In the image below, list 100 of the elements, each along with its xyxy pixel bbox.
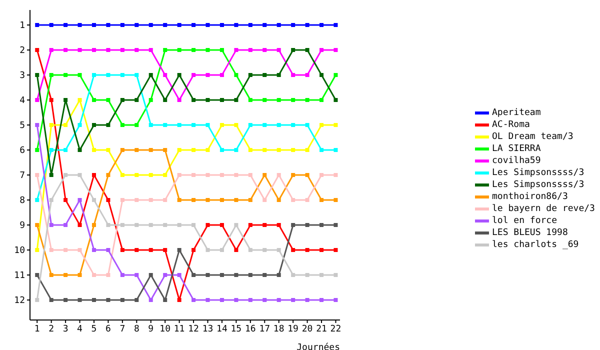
point bbox=[148, 198, 153, 202]
point bbox=[120, 73, 124, 77]
point bbox=[78, 248, 82, 252]
point bbox=[276, 173, 281, 177]
legend-label: OL Dream team/3 bbox=[492, 131, 574, 143]
point bbox=[49, 273, 54, 277]
point bbox=[35, 173, 40, 177]
y-tick-label: 2 bbox=[20, 46, 25, 56]
point bbox=[320, 273, 324, 277]
legend-label: covilha59 bbox=[492, 155, 541, 167]
point bbox=[120, 173, 124, 177]
point bbox=[35, 123, 40, 127]
point bbox=[334, 23, 338, 27]
point bbox=[276, 73, 281, 77]
point bbox=[276, 273, 281, 277]
point bbox=[320, 148, 324, 152]
point bbox=[192, 73, 196, 77]
point bbox=[220, 98, 224, 102]
point bbox=[163, 73, 168, 77]
point bbox=[248, 248, 252, 252]
point bbox=[106, 273, 110, 277]
point bbox=[276, 123, 281, 127]
point bbox=[291, 173, 296, 177]
point bbox=[276, 223, 281, 227]
point bbox=[291, 123, 296, 127]
point bbox=[148, 298, 153, 302]
point bbox=[35, 198, 40, 202]
point bbox=[163, 248, 168, 252]
y-tick-label: 5 bbox=[20, 121, 25, 132]
point bbox=[262, 223, 267, 227]
point bbox=[163, 298, 168, 302]
point bbox=[120, 248, 124, 252]
point bbox=[106, 298, 110, 302]
point bbox=[35, 223, 40, 227]
point bbox=[206, 198, 210, 202]
point bbox=[64, 173, 68, 177]
point bbox=[320, 173, 324, 177]
point bbox=[248, 23, 252, 27]
point bbox=[192, 248, 196, 252]
point bbox=[320, 73, 324, 77]
point bbox=[106, 198, 110, 202]
y-tick-label: 3 bbox=[20, 71, 25, 82]
point bbox=[64, 248, 68, 252]
point bbox=[64, 273, 68, 277]
legend-label: le bayern de reve/3 bbox=[492, 203, 595, 215]
point bbox=[192, 148, 196, 152]
x-tick-label: 15 bbox=[230, 324, 242, 334]
point bbox=[334, 223, 338, 227]
point bbox=[291, 98, 296, 102]
point bbox=[262, 98, 267, 102]
point bbox=[234, 48, 238, 52]
x-tick-label: 11 bbox=[174, 324, 185, 334]
point bbox=[49, 298, 54, 302]
point bbox=[276, 98, 281, 102]
point bbox=[192, 23, 196, 27]
x-tick-label: 18 bbox=[273, 324, 284, 334]
point bbox=[106, 98, 110, 102]
point bbox=[305, 48, 310, 52]
point bbox=[134, 173, 139, 177]
point bbox=[220, 273, 224, 277]
point bbox=[78, 73, 82, 77]
point bbox=[305, 298, 310, 302]
point bbox=[134, 98, 139, 102]
point bbox=[64, 98, 68, 102]
x-tick-label: 22 bbox=[330, 324, 342, 334]
point bbox=[49, 173, 54, 177]
point bbox=[334, 248, 338, 252]
point bbox=[234, 273, 238, 277]
point bbox=[320, 248, 324, 252]
point bbox=[92, 298, 96, 302]
x-tick-label: 19 bbox=[288, 324, 298, 334]
point bbox=[148, 23, 153, 27]
point bbox=[120, 123, 124, 127]
point bbox=[78, 123, 82, 127]
y-tick-label: 7 bbox=[20, 171, 25, 182]
point bbox=[234, 98, 238, 102]
point bbox=[334, 173, 338, 177]
x-tick-label: 13 bbox=[202, 324, 214, 334]
point bbox=[248, 48, 252, 52]
point bbox=[234, 173, 238, 177]
point bbox=[92, 148, 96, 152]
point bbox=[134, 298, 139, 302]
y-tick-label: 4 bbox=[20, 96, 25, 106]
point bbox=[291, 248, 296, 252]
point bbox=[163, 273, 168, 277]
point bbox=[262, 298, 267, 302]
point bbox=[148, 73, 153, 77]
point bbox=[177, 48, 182, 52]
point bbox=[262, 123, 267, 127]
point bbox=[262, 23, 267, 27]
y-tick-label: 12 bbox=[14, 296, 25, 306]
point bbox=[305, 273, 310, 277]
point bbox=[177, 73, 182, 77]
point bbox=[305, 148, 310, 152]
point bbox=[78, 198, 82, 202]
x-tick-label: 14 bbox=[216, 324, 228, 334]
point bbox=[106, 23, 110, 27]
point bbox=[78, 98, 82, 102]
point bbox=[163, 223, 168, 227]
x-tick-label: 7 bbox=[120, 324, 126, 334]
